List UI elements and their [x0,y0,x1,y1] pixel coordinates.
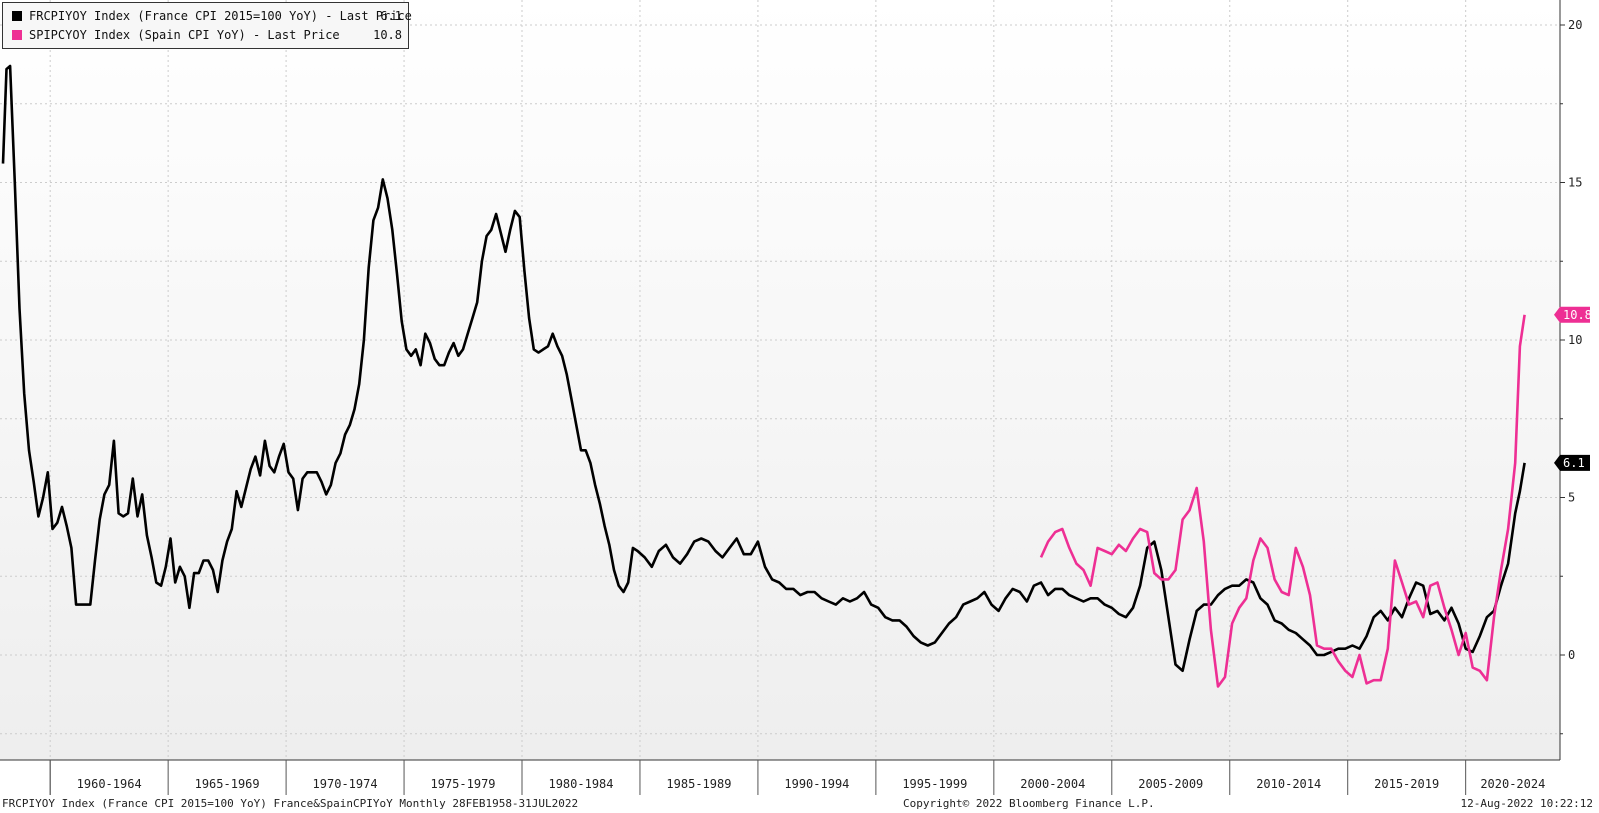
axes: 0 5 10 15 20 1960-1964 1965-1969 1970-1974 1975-… [0,0,1582,795]
series-line-france [1,64,1526,673]
x-group-label: 1980-1984 [548,777,613,791]
legend-swatch-spain [12,30,22,40]
footer-copyright: Copyright© 2022 Bloomberg Finance L.P. [903,797,1155,810]
last-value-tag-spain [1554,306,1590,323]
last-value-label-france: 6.1 [1563,456,1585,470]
series-line-spain [1039,314,1526,688]
grid-lines [0,0,1560,760]
y-tick-label: 10 [1568,333,1582,347]
legend-label-france: FRCPIYOY Index (France CPI 2015=100 YoY)… [29,9,412,23]
legend-item-france: FRCPIYOY Index (France CPI 2015=100 YoY)… [9,8,412,24]
legend: FRCPIYOY Index (France CPI 2015=100 YoY)… [2,2,412,49]
x-group-label: 1995-1999 [902,777,967,791]
x-group-label: 1990-1994 [784,777,849,791]
x-group-label: 1985-1989 [666,777,731,791]
last-value-tags: 6.1 10.8 [1554,306,1592,471]
x-group-label: 1975-1979 [431,777,496,791]
x-group-label: 2010-2014 [1256,777,1321,791]
footer-source: FRCPIYOY Index (France CPI 2015=100 YoY)… [2,797,579,810]
series-lines [1,64,1526,688]
y-tick-label: 15 [1568,176,1582,190]
x-group-label: 2015-2019 [1374,777,1439,791]
x-group-label: 2020-2024 [1480,777,1545,791]
y-tick-label: 0 [1568,648,1575,662]
x-group-label: 1970-1974 [313,777,378,791]
y-tick-label: 5 [1568,491,1575,505]
x-group-label: 1965-1969 [195,777,260,791]
last-value-tag-france [1554,454,1590,471]
x-group-label: 2005-2009 [1138,777,1203,791]
footer: FRCPIYOY Index (France CPI 2015=100 YoY)… [0,795,1599,813]
legend-label-spain: SPIPCYOY Index (Spain CPI YoY) - Last Pr… [29,28,340,42]
legend-swatch-france [12,11,22,21]
y-tick-label: 20 [1568,18,1582,32]
legend-value-france: 6.1 [380,9,402,23]
last-value-label-spain: 10.8 [1563,308,1592,322]
plot-background [0,0,1560,760]
x-group-label: 2000-2004 [1020,777,1085,791]
legend-item-spain: SPIPCYOY Index (Spain CPI YoY) - Last Pr… [9,27,402,43]
x-group-label: 1960-1964 [77,777,142,791]
legend-value-spain: 10.8 [373,28,402,42]
footer-timestamp: 12-Aug-2022 10:22:12 [1460,797,1593,810]
